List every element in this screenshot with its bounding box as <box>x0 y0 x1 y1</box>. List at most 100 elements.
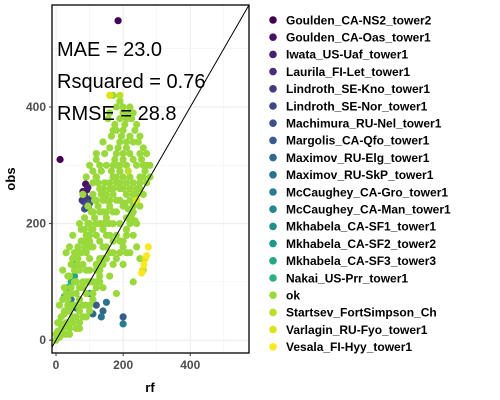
data-point <box>97 167 105 175</box>
data-point <box>86 255 94 263</box>
legend-label: Mkhabela_CA-SF3_tower3 <box>286 254 436 268</box>
data-point <box>89 289 97 298</box>
data-point <box>84 220 92 228</box>
data-point <box>81 214 89 222</box>
legend-label: McCaughey_CA-Gro_tower1 <box>286 185 448 199</box>
data-point <box>65 324 74 333</box>
data-point <box>84 183 92 192</box>
data-point <box>143 252 151 260</box>
legend-label: Goulden_CA-NS2_tower2 <box>286 13 432 27</box>
data-point <box>133 161 141 169</box>
data-point <box>62 330 70 338</box>
data-point <box>65 243 74 251</box>
data-point <box>106 231 114 239</box>
data-point <box>97 190 105 198</box>
data-point <box>129 190 137 198</box>
legend-key <box>269 343 277 351</box>
data-point <box>64 295 72 303</box>
data-point <box>75 319 84 327</box>
data-point <box>75 307 84 315</box>
data-point <box>119 237 127 245</box>
data-point <box>62 249 70 257</box>
data-point <box>136 255 144 263</box>
legend-key <box>269 274 277 282</box>
legend-key <box>269 291 277 300</box>
legend-key <box>269 136 277 145</box>
data-point <box>138 269 146 277</box>
data-point <box>122 138 131 146</box>
legend-label: Mkhabela_CA-SF2_tower2 <box>286 237 436 251</box>
data-point <box>72 324 80 333</box>
data-point <box>116 97 124 105</box>
data-point <box>106 179 114 187</box>
data-point <box>126 173 134 181</box>
data-point <box>139 144 147 152</box>
data-point <box>92 220 100 228</box>
data-point <box>89 179 97 187</box>
data-point <box>94 179 102 187</box>
data-point <box>119 173 127 181</box>
data-point <box>122 161 131 169</box>
data-point <box>86 243 94 251</box>
data-point <box>72 313 80 321</box>
data-point <box>126 150 134 158</box>
legend-key <box>269 308 277 317</box>
data-point <box>86 266 94 274</box>
data-point <box>86 307 94 315</box>
data-point <box>111 155 119 164</box>
data-point <box>112 289 120 298</box>
stats-annotations: MAE = 23.0 Rsquared = 0.76 RMSE = 28.8 <box>57 39 205 125</box>
data-point <box>74 260 82 268</box>
legend-label: Goulden_CA-Oas_tower1 <box>286 31 431 45</box>
legend-key <box>269 222 277 231</box>
data-point <box>59 295 67 303</box>
stat-annotation: RMSE = 28.8 <box>57 103 177 125</box>
data-point <box>116 161 124 169</box>
x-tick-label: 0 <box>53 358 60 372</box>
data-point <box>92 173 100 181</box>
legend-label: Machimura_RU-Nel_tower1 <box>286 117 442 131</box>
data-point <box>89 190 97 198</box>
data-point <box>112 173 120 181</box>
data-point <box>133 185 141 193</box>
x-tick-label: 200 <box>113 358 133 372</box>
data-point <box>109 220 117 228</box>
data-point <box>89 225 97 233</box>
data-point <box>64 272 72 280</box>
data-point <box>114 144 122 152</box>
data-point <box>92 284 100 292</box>
legend-label: Vesala_FI-Hyy_tower1 <box>286 340 412 354</box>
data-point <box>59 266 67 274</box>
data-point <box>102 208 110 216</box>
data-point <box>126 103 134 111</box>
data-point <box>99 138 107 146</box>
data-point <box>84 202 92 210</box>
reference-line-group <box>51 4 250 348</box>
data-point <box>119 243 127 251</box>
legend-label: Maximov_RU-SkP_tower1 <box>286 168 434 182</box>
data-point <box>96 278 104 286</box>
data-point <box>119 313 127 321</box>
data-point <box>106 196 114 204</box>
data-point <box>70 249 79 257</box>
data-point <box>102 214 110 222</box>
data-point <box>96 208 104 216</box>
data-point <box>69 319 77 327</box>
data-point <box>104 115 112 123</box>
legend-label: Mkhabela_CA-SF1_tower1 <box>286 220 436 234</box>
data-point <box>144 243 152 251</box>
data-point <box>122 231 131 239</box>
data-point <box>116 138 124 146</box>
data-point <box>99 284 107 292</box>
data-point <box>92 231 100 239</box>
data-point <box>81 243 89 251</box>
legend-label: ok <box>286 289 300 303</box>
data-point <box>122 225 131 233</box>
data-point <box>127 115 136 123</box>
data-point <box>121 120 129 129</box>
data-point <box>57 324 65 333</box>
data-point <box>82 173 90 181</box>
data-point <box>112 126 120 134</box>
data-point <box>99 196 107 204</box>
